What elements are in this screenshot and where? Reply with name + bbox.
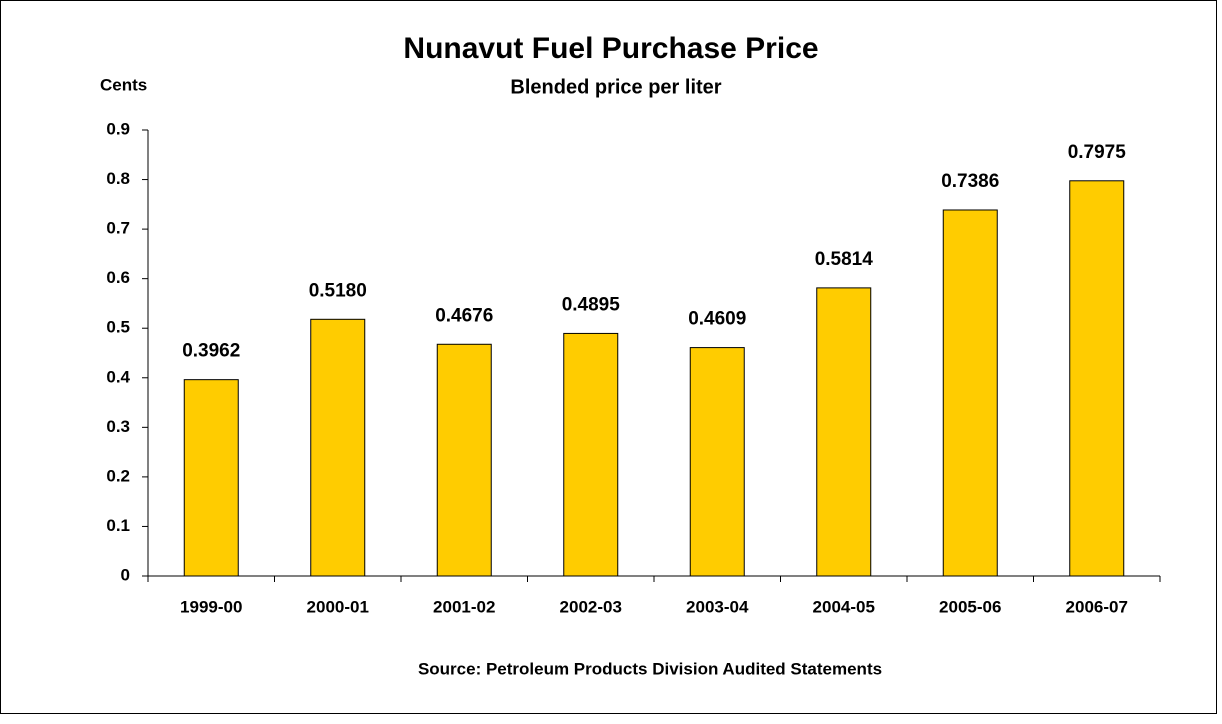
y-tick-label: 0.1 <box>106 516 130 535</box>
bar <box>183 379 239 577</box>
data-label: 0.5814 <box>815 249 874 270</box>
y-tick-label: 0.7 <box>106 219 130 238</box>
y-tick-label: 0.3 <box>106 417 130 436</box>
chart-title: Nunavut Fuel Purchase Price <box>403 32 818 65</box>
y-tick-label: 0.4 <box>106 367 130 386</box>
x-tick-label: 2003-04 <box>686 597 749 616</box>
data-label: 0.4676 <box>435 305 493 326</box>
x-tick-label: 2005-06 <box>939 597 1001 616</box>
x-tick-label: 2006-07 <box>1066 597 1128 616</box>
x-tick-label: 1999-00 <box>180 597 242 616</box>
y-tick-label: 0.8 <box>106 169 130 188</box>
bar <box>689 347 745 577</box>
y-tick-label: 0.6 <box>106 268 130 287</box>
bar <box>1069 180 1125 577</box>
data-label: 0.3962 <box>182 341 240 362</box>
bar <box>942 209 998 577</box>
data-label: 0.7975 <box>1068 142 1127 163</box>
y-tick-label: 0.5 <box>106 318 130 337</box>
chart-subtitle: Blended price per liter <box>510 76 721 98</box>
x-tick-label: 2004-05 <box>813 597 875 616</box>
bar <box>563 332 619 577</box>
source-note: Source: Petroleum Products Division Audi… <box>418 659 882 678</box>
y-axis-label: Cents <box>100 75 147 94</box>
x-tick-label: 2001-02 <box>433 597 495 616</box>
data-label: 0.5180 <box>309 280 367 301</box>
data-label: 0.4609 <box>688 309 746 330</box>
bar <box>816 287 872 577</box>
x-tick-label: 2000-01 <box>307 597 369 616</box>
y-tick-label: 0 <box>121 565 130 584</box>
data-label: 0.7386 <box>941 171 999 192</box>
y-tick-label: 0.2 <box>106 466 130 485</box>
bar <box>436 343 492 577</box>
y-tick-label: 0.9 <box>106 119 130 138</box>
bar <box>310 318 366 577</box>
data-label: 0.4895 <box>562 294 621 315</box>
x-tick-label: 2002-03 <box>560 597 622 616</box>
